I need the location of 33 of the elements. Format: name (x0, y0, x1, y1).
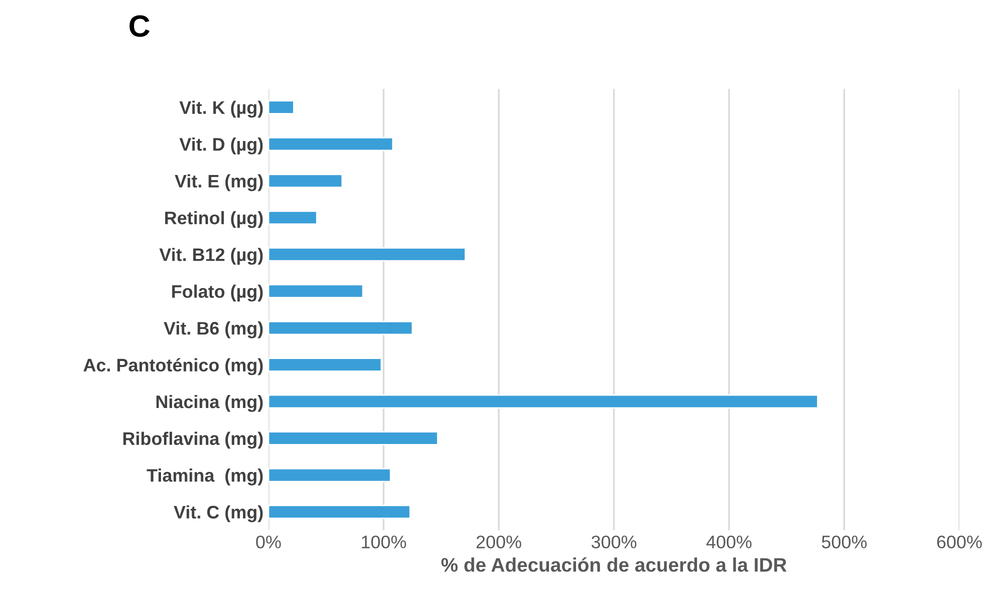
bar (268, 284, 364, 298)
x-tick-label: 500% (822, 536, 867, 548)
y-tick-label: Ac. Pantoténico (mg) (84, 358, 263, 376)
y-tick-label: Vit. K (µg) (179, 100, 263, 118)
y-tick-label: Folato (µg) (172, 284, 263, 302)
bar (268, 358, 382, 372)
y-tick-label: Vit. B12 (µg) (159, 248, 263, 265)
bar (268, 320, 414, 336)
y-tick-label: Retinol (µg) (165, 211, 263, 228)
bar (268, 174, 343, 188)
y-tick-label: Vit. E (mg) (174, 174, 263, 192)
y-tick-label: Vit. B6 (mg) (164, 321, 263, 338)
x-tick-label: 200% (476, 536, 522, 548)
bar (268, 431, 438, 446)
y-tick-label: Riboflavina (mg) (123, 432, 263, 449)
bar (268, 394, 818, 409)
y-tick-label: Vit. D (µg) (179, 138, 263, 154)
bar (268, 210, 318, 225)
x-tick-label: 100% (362, 536, 406, 548)
chart-title: C (130, 15, 150, 37)
x-tick-label: 0% (256, 536, 281, 548)
y-tick-label: Niacina (mg) (156, 394, 263, 412)
bar (268, 468, 392, 482)
y-tick-label: Vit. C (mg) (174, 505, 263, 522)
x-tick-label: 300% (592, 536, 636, 548)
y-tick-label: Tiamina (mg) (146, 468, 263, 486)
bar (268, 100, 294, 114)
bar (268, 136, 394, 152)
x-axis-title: % de Adecuación de acuerdo a la IDR (441, 557, 787, 572)
bar (268, 247, 466, 262)
x-tick-label: 400% (706, 536, 752, 548)
bar (268, 504, 411, 519)
x-tick-label: 600% (937, 536, 982, 548)
